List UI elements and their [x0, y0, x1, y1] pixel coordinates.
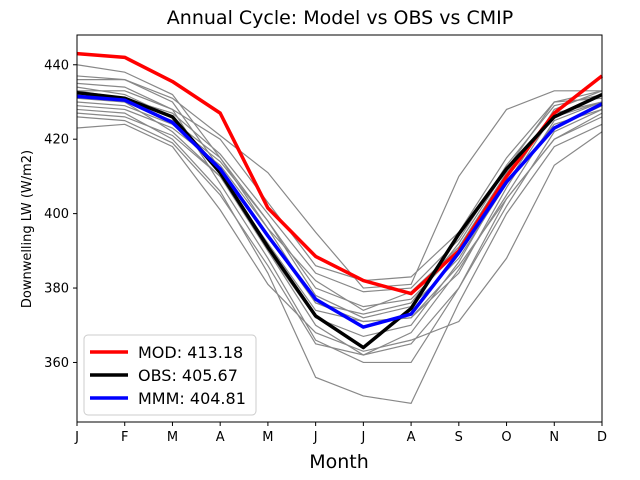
x-tick-label: J — [74, 430, 79, 445]
x-tick-label: A — [407, 430, 416, 445]
legend-label-3: MMM: 404.81 — [138, 389, 246, 408]
y-tick-label: 440 — [44, 58, 69, 73]
x-tick-label: D — [597, 430, 607, 445]
x-tick-label: J — [313, 430, 318, 445]
ensemble-member-line-12 — [76, 123, 603, 352]
x-axis-label: Month — [309, 451, 369, 473]
series-layer — [76, 51, 604, 350]
chart-title: Annual Cycle: Model vs OBS vs CMIP — [167, 7, 513, 29]
x-tick-label: F — [121, 430, 128, 445]
x-tick-label: N — [549, 430, 559, 445]
y-tick-label: 380 — [44, 282, 69, 297]
y-axis: 360 380 400 420 440 — [44, 58, 77, 371]
legend-label-2: OBS: 405.67 — [138, 366, 238, 385]
ensemble-member-line-11 — [77, 79, 602, 289]
x-tick-label: O — [501, 430, 511, 445]
x-tick-label: S — [455, 430, 463, 445]
series-line-2 — [76, 90, 603, 350]
x-tick-label: M — [167, 430, 178, 445]
ensemble-member-line-6 — [76, 108, 603, 405]
series-line-3 — [76, 94, 603, 329]
plot-frame — [76, 34, 603, 423]
ensemble-member-line-9 — [77, 90, 603, 282]
ensemble-member-line-7 — [76, 112, 603, 356]
x-tick-label: M — [262, 430, 273, 445]
y-tick-label: 360 — [44, 356, 69, 371]
x-tick-label: A — [216, 430, 225, 445]
ensemble-member-line-15 — [76, 90, 603, 293]
legend-label-1: MOD: 413.18 — [138, 343, 243, 362]
ensemble-member-line-2 — [76, 75, 603, 356]
legend: MOD: 413.18 OBS: 405.67 MMM: 404.81 — [83, 334, 257, 416]
y-tick-label: 420 — [44, 133, 69, 148]
x-tick-label: J — [360, 430, 365, 445]
y-axis-label: Downwelling LW (W/m2) — [20, 150, 35, 308]
y-tick-label: 400 — [44, 207, 69, 222]
series-line-1 — [76, 51, 604, 296]
legend-box — [83, 334, 257, 416]
